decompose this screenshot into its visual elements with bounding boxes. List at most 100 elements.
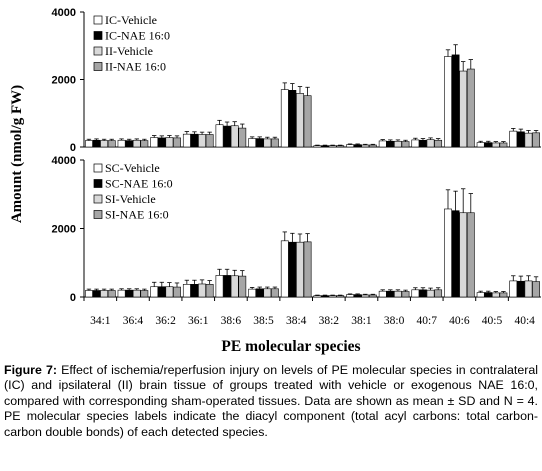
bar <box>346 294 354 298</box>
bar <box>328 295 337 298</box>
x-tick-label: 38:0 <box>384 315 405 327</box>
legend-label: SI-Vehicle <box>105 192 156 206</box>
legend-swatch <box>93 179 103 188</box>
y-tick-label: 4000 <box>52 155 76 167</box>
bar <box>499 292 508 298</box>
bar <box>353 144 362 148</box>
y-axis-label: Amount (nmol/g FW) <box>9 85 25 223</box>
bar <box>459 70 468 148</box>
bar <box>401 291 410 298</box>
bar <box>313 145 322 148</box>
bar <box>173 137 181 148</box>
bar <box>140 290 149 298</box>
bar <box>426 289 435 298</box>
bar <box>361 144 370 148</box>
bar <box>280 89 289 148</box>
bar <box>368 144 377 148</box>
bar <box>117 139 126 148</box>
legend-label: SC-NAE 16:0 <box>105 177 173 191</box>
bar <box>499 142 508 148</box>
bar <box>434 289 443 298</box>
bar <box>476 292 485 298</box>
bar <box>386 140 395 148</box>
bar <box>394 290 402 298</box>
y-tick-label: 2000 <box>52 75 76 87</box>
bar <box>263 288 272 298</box>
legend-swatch <box>93 31 103 40</box>
bar <box>313 295 322 298</box>
bar <box>296 241 304 298</box>
bar <box>248 138 257 148</box>
bar <box>85 140 93 148</box>
bar <box>107 290 116 298</box>
y-tick-label: 0 <box>70 142 76 154</box>
bar <box>288 241 297 298</box>
bar <box>321 295 329 298</box>
bar <box>271 288 279 298</box>
caption-label: Figure 7: <box>4 363 57 377</box>
bar <box>484 142 493 148</box>
bar <box>368 294 377 298</box>
bar <box>100 290 109 298</box>
x-tick-label: 40:4 <box>514 315 535 327</box>
bar <box>255 138 264 148</box>
bar <box>230 275 239 298</box>
bar <box>107 140 116 148</box>
bar <box>132 289 141 298</box>
bar <box>378 140 387 148</box>
bar <box>132 139 141 148</box>
legend-swatch <box>93 62 103 71</box>
x-tick-label: 36:2 <box>155 315 176 327</box>
bar <box>248 288 257 298</box>
y-tick-label: 2000 <box>52 224 76 236</box>
bar <box>182 133 191 148</box>
chart-panel-top: 0 2000 4000 IC-Vehicle IC-NAE 16:0II-Vehicle… <box>52 7 541 154</box>
bar <box>336 145 345 148</box>
legend-swatch <box>93 46 103 56</box>
bar <box>223 275 231 298</box>
bar <box>419 289 427 298</box>
bar <box>509 130 518 148</box>
legend-swatch <box>93 15 103 25</box>
bar <box>516 131 525 148</box>
bar <box>100 140 109 148</box>
bar <box>263 138 272 148</box>
bar <box>157 286 166 298</box>
x-axis-label: PE molecular species <box>221 338 360 355</box>
bar <box>280 240 289 298</box>
bar <box>394 140 402 148</box>
bar <box>484 292 493 298</box>
bar <box>165 137 174 148</box>
bar <box>190 133 199 148</box>
bar <box>466 68 475 148</box>
bar <box>255 288 264 298</box>
legend-label: II-Vehicle <box>105 44 153 58</box>
x-tick-label: 38:1 <box>351 315 372 327</box>
bar <box>386 290 395 298</box>
bar <box>198 283 206 298</box>
legend-label: IC-Vehicle <box>105 13 157 27</box>
bar <box>238 275 247 298</box>
bar <box>125 289 134 298</box>
bar <box>336 295 345 298</box>
bar <box>205 134 214 148</box>
bar <box>532 281 540 298</box>
bar <box>238 127 247 148</box>
bar <box>451 210 460 298</box>
bar <box>411 139 420 148</box>
bar <box>451 54 460 148</box>
bar <box>215 124 224 148</box>
legend-label: IC-NAE 16:0 <box>105 29 170 43</box>
x-tick-label: 34:1 <box>90 315 111 327</box>
bar <box>182 284 191 298</box>
bar <box>288 90 297 148</box>
bar <box>524 132 533 148</box>
caption-text: Effect of ischemia/reperfusion injury on… <box>4 363 538 439</box>
bar <box>411 289 420 298</box>
bar <box>476 142 485 148</box>
x-tick-label: 40:5 <box>482 315 503 327</box>
bar <box>230 125 239 148</box>
bar <box>150 286 159 298</box>
bar <box>85 290 93 298</box>
bar <box>328 145 337 148</box>
